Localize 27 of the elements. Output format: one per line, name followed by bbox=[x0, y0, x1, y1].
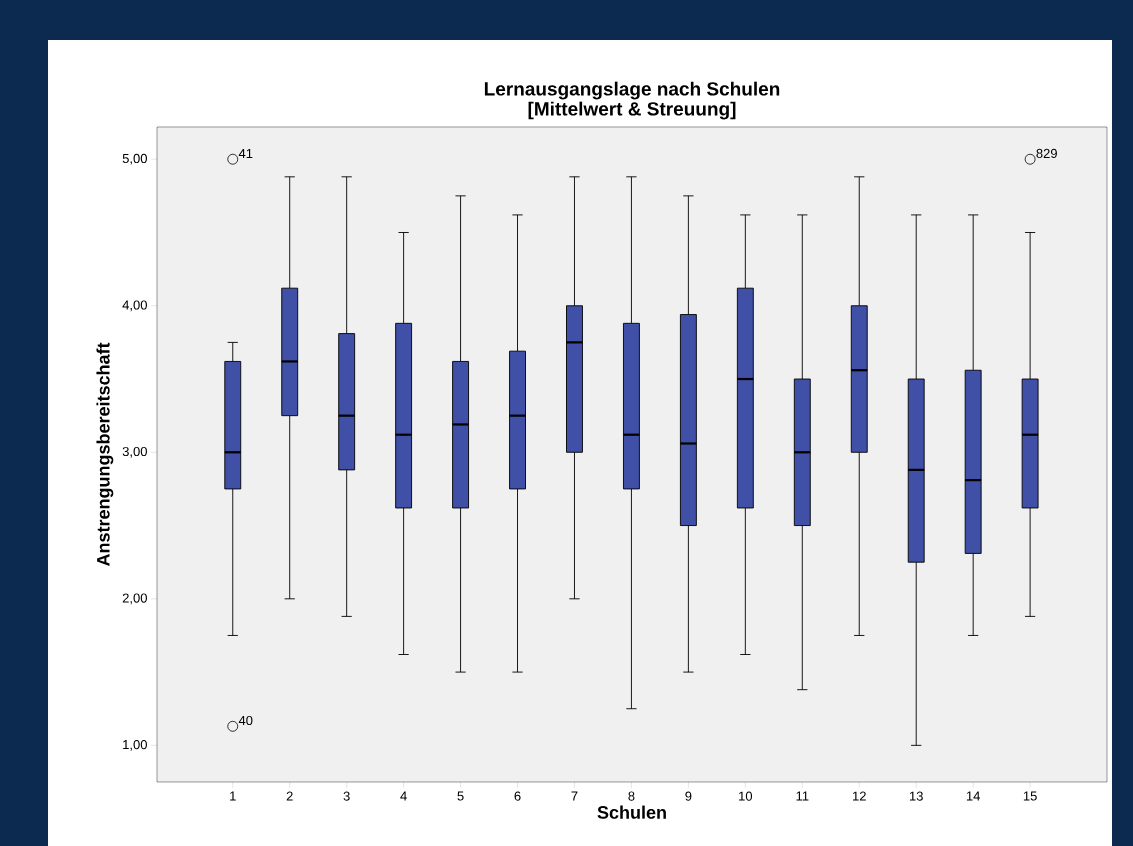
annotation: 41 bbox=[238, 149, 253, 159]
x-tick-label: 14 bbox=[966, 791, 981, 801]
x-tick-label: 15 bbox=[1023, 791, 1037, 801]
x-tick-label: 7 bbox=[571, 791, 578, 801]
x-tick-label: 10 bbox=[739, 791, 753, 801]
y-tick-label: 1,00 bbox=[123, 739, 147, 751]
chart-subtitle: [Mittelwert & Streuung] bbox=[528, 101, 736, 120]
y-tick-label: 3,00 bbox=[122, 446, 147, 458]
x-tick-label: 5 bbox=[457, 791, 464, 801]
y-tick-label: 5,00 bbox=[122, 153, 147, 165]
x-tick-label: 9 bbox=[685, 791, 692, 801]
x-tick-label: 1 bbox=[230, 791, 236, 801]
chart-title: Lernausgangslage nach Schulen bbox=[484, 81, 780, 100]
x-tick-label: 3 bbox=[343, 791, 350, 801]
x-tick-label: 11 bbox=[796, 791, 809, 801]
y-tick-label: 2,00 bbox=[122, 593, 147, 605]
x-tick-label: 8 bbox=[628, 791, 635, 801]
x-tick-label: 12 bbox=[853, 791, 866, 801]
y-axis-title: Anstrengungsbereitschaft bbox=[96, 342, 114, 567]
x-axis-title: Schulen bbox=[597, 805, 666, 819]
annotation: 40 bbox=[238, 715, 253, 726]
annotation: 829 bbox=[1036, 148, 1057, 159]
x-tick-label: 4 bbox=[400, 791, 407, 801]
x-tick-label: 2 bbox=[286, 791, 293, 801]
x-tick-label: 6 bbox=[514, 791, 521, 801]
y-tick-label: 4,00 bbox=[122, 300, 147, 312]
x-tick-label: 13 bbox=[909, 791, 923, 801]
